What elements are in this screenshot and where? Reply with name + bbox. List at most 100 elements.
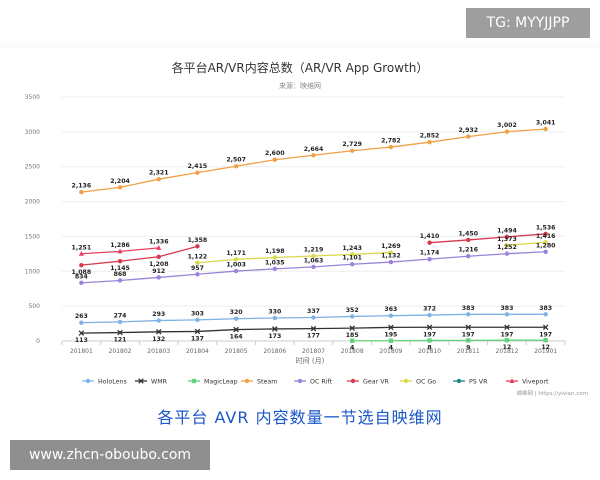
data-label: 12 — [503, 344, 512, 351]
x-tick-label: 201812 — [496, 348, 519, 355]
data-point — [117, 248, 123, 254]
data-point — [388, 313, 394, 318]
data-point — [156, 318, 161, 323]
chart-canvas: 各平台AR/VR内容总数（AR/VR App Growth） 来源：映维网 0 5… — [25, 60, 588, 397]
legend-item: Gear VR — [347, 378, 390, 385]
series-line — [197, 251, 391, 264]
data-label: 197 — [539, 331, 552, 338]
data-point — [195, 244, 200, 249]
legend-label: WMR — [151, 378, 168, 385]
data-label: 197 — [423, 331, 436, 338]
data-label: 263 — [75, 313, 88, 320]
data-label: 1,280 — [536, 242, 556, 249]
data-point — [233, 257, 239, 262]
data-point — [272, 315, 278, 321]
data-label: 197 — [462, 331, 475, 338]
data-label: 2,664 — [304, 146, 324, 153]
data-label: 113 — [75, 337, 88, 344]
data-point — [504, 243, 510, 248]
legend-label: Steam — [257, 378, 277, 385]
data-point — [272, 326, 278, 332]
data-point — [350, 378, 356, 384]
series-line — [506, 241, 546, 246]
x-tick-label: 201806 — [263, 348, 286, 355]
data-point — [504, 129, 510, 134]
data-label: 8 — [427, 344, 431, 351]
data-label: 1,063 — [304, 257, 324, 264]
data-label: 173 — [268, 333, 281, 340]
data-label: 1,416 — [536, 233, 556, 240]
data-point — [156, 254, 161, 259]
data-label: 195 — [384, 331, 397, 338]
data-label: 1,252 — [497, 244, 517, 251]
data-label: 3,041 — [536, 119, 556, 126]
data-point — [509, 378, 515, 383]
data-point — [427, 312, 432, 318]
data-point — [456, 378, 462, 384]
data-point — [117, 258, 123, 264]
data-label: 1,035 — [265, 259, 285, 266]
data-point — [297, 378, 303, 384]
data-point — [427, 139, 432, 145]
data-label: 132 — [152, 336, 165, 343]
data-label: 177 — [307, 333, 320, 340]
tg-watermark: TG: MYYJJPP — [466, 8, 590, 38]
x-tick-label: 201809 — [379, 348, 402, 355]
series-line — [352, 339, 546, 342]
data-label: 1,373 — [497, 236, 517, 243]
legend-item: WMR — [135, 378, 168, 385]
data-label: 164 — [230, 334, 244, 341]
data-point — [117, 329, 123, 336]
data-point — [117, 185, 123, 190]
data-label: 363 — [384, 306, 397, 313]
data-point — [194, 328, 201, 335]
data-label: 383 — [462, 305, 475, 312]
data-point — [466, 237, 471, 243]
data-point — [466, 338, 471, 343]
data-point — [79, 280, 84, 286]
legend-label: OC Rift — [310, 378, 333, 385]
data-label: 1,122 — [188, 253, 208, 260]
data-label: 1,171 — [226, 250, 246, 257]
data-point — [195, 317, 200, 323]
legend-label: OC Go — [416, 378, 436, 385]
legend: HoloLens WMR MagicLeap Steam OC Rift Gear VR O… — [82, 378, 549, 385]
data-label: 1,450 — [458, 230, 478, 237]
legend-item: MagicLeap — [188, 378, 238, 385]
data-label: 1,003 — [226, 262, 246, 269]
data-label: 383 — [501, 305, 514, 312]
data-point — [272, 266, 278, 272]
data-point — [427, 240, 432, 245]
series-oc-rift — [79, 249, 548, 286]
data-label: 1,251 — [72, 244, 92, 251]
data-label: 2,600 — [265, 150, 285, 157]
x-axis: 201801 201802 201803 201804 201805 201806 2018… — [61, 341, 566, 355]
data-label: 1,198 — [265, 248, 285, 255]
data-point — [311, 315, 316, 320]
data-point — [156, 176, 161, 182]
data-label: 1,132 — [381, 253, 401, 260]
data-point — [466, 134, 471, 139]
caption: 各平台 AVR 内容数量一节选自映维网 — [157, 408, 443, 427]
data-point — [117, 278, 123, 283]
data-label: 834 — [75, 273, 89, 280]
data-point — [233, 326, 239, 333]
data-point — [543, 312, 548, 317]
data-label: 4 — [350, 345, 355, 352]
series-wmr — [78, 324, 549, 336]
data-point — [466, 254, 471, 259]
data-label: 2,321 — [149, 170, 169, 177]
x-tick-label: 201901 — [534, 348, 557, 355]
y-axis: 0 500 1000 1500 2000 2500 3000 3500 — [25, 94, 40, 345]
data-point — [311, 253, 316, 259]
data-point — [117, 319, 123, 325]
y-tick-label: 3000 — [25, 129, 40, 136]
data-point — [504, 234, 510, 240]
data-label: 1,208 — [149, 261, 169, 268]
data-point — [403, 378, 409, 384]
data-point — [349, 252, 355, 257]
data-point — [543, 240, 548, 245]
data-label: 957 — [191, 265, 204, 272]
data-point — [388, 324, 394, 331]
data-point — [543, 337, 548, 343]
